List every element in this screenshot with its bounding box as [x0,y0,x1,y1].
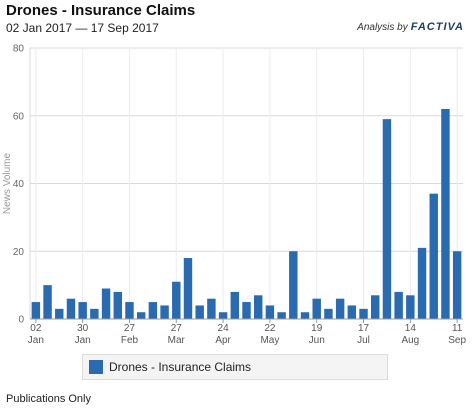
y-tick-label: 0 [18,315,24,326]
bar[interactable] [265,305,275,319]
x-tick-day-label: 22 [264,323,276,334]
bar[interactable] [429,193,438,319]
x-tick-day-label: 30 [77,323,89,334]
x-tick-month-label: Jun [309,335,325,346]
x-tick-day-label: 14 [405,323,417,334]
x-tick-month-label: Jan [75,335,91,346]
x-tick-day-label: 27 [124,323,136,334]
bar[interactable] [183,258,193,319]
bar[interactable] [452,251,462,319]
analysis-credit: Analysis by FACTIVA [357,21,464,33]
bar[interactable] [394,291,403,319]
date-range-subtitle: 02 Jan 2017 — 17 Sep 2017 [6,21,159,35]
x-tick-day-label: 17 [358,323,370,334]
bar[interactable] [289,251,298,319]
bar[interactable] [335,298,345,319]
x-tick-day-label: 11 [452,323,463,334]
legend-series-label: Drones - Insurance Claims [109,360,252,374]
x-tick-month-label: May [260,335,279,346]
bar[interactable] [406,295,415,319]
legend-swatch [89,360,103,374]
bar[interactable] [125,302,134,319]
bar[interactable] [101,288,111,319]
bar[interactable] [78,302,87,319]
bar[interactable] [230,291,240,319]
bar[interactable] [253,295,263,319]
bar[interactable] [55,308,64,319]
bar[interactable] [160,305,169,319]
x-tick-day-label: 24 [218,323,230,334]
bar[interactable] [312,298,321,319]
y-tick-label: 40 [13,179,25,190]
x-tick-month-label: Jan [28,335,44,346]
bar[interactable] [31,302,41,319]
bars [31,108,462,320]
bar[interactable] [417,247,427,319]
bar[interactable] [195,305,204,319]
y-tick-label: 60 [13,111,25,122]
bar[interactable] [359,308,368,319]
bar[interactable] [347,305,357,319]
x-tick-month-label: Apr [215,335,231,346]
bar[interactable] [90,308,99,319]
bar[interactable] [43,285,52,320]
y-tick-label: 80 [13,44,25,55]
x-axis-ticks: 02Jan30Jan27Feb27Mar24Apr22May19Jun17Jul… [28,319,466,346]
bar[interactable] [324,308,333,319]
bar[interactable] [441,108,450,319]
bar[interactable] [382,119,392,319]
chart-title: Drones - Insurance Claims [6,2,196,19]
x-tick-month-label: Mar [168,335,186,346]
bar[interactable] [136,312,146,319]
bar[interactable] [277,312,286,319]
x-tick-month-label: Jul [357,335,370,346]
bar[interactable] [371,295,380,319]
bar[interactable] [66,298,76,319]
bar[interactable] [207,298,216,319]
gridlines [29,47,463,319]
x-tick-month-label: Aug [401,335,419,346]
factiva-logo: FACTIVA [410,21,464,33]
bar[interactable] [113,291,122,319]
bar[interactable] [172,281,181,319]
footer-note: Publications Only [6,393,91,405]
bar[interactable] [218,312,228,319]
bar[interactable] [300,312,310,319]
bar[interactable] [148,302,158,319]
y-axis-label: News Volume [2,152,13,214]
legend[interactable]: Drones - Insurance Claims [82,354,388,380]
y-tick-label: 20 [13,247,25,258]
x-tick-day-label: 02 [30,323,42,334]
bar[interactable] [242,302,251,319]
y-axis-ticks: 0 20 40 60 80 [13,44,25,326]
x-tick-month-label: Sep [448,335,466,346]
analysis-by-label: Analysis by [357,21,408,33]
x-tick-day-label: 27 [171,323,183,334]
x-tick-day-label: 19 [311,323,323,334]
x-tick-month-label: Feb [121,335,139,346]
